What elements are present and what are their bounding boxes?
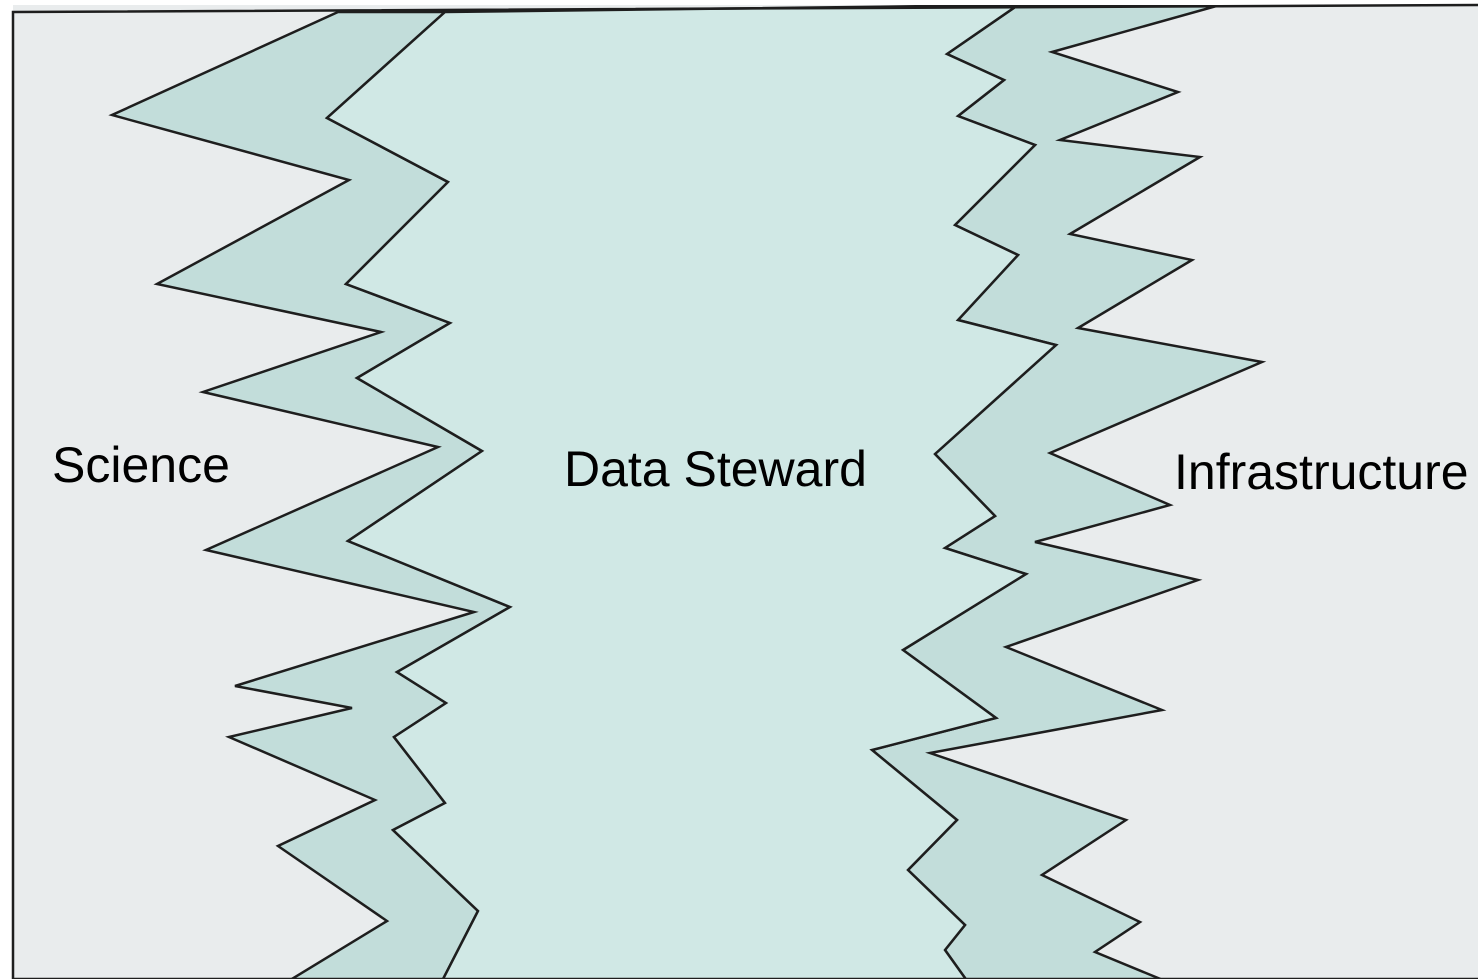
data-steward-label: Data Steward [564,441,867,497]
data-steward-region [324,5,1059,979]
diagram-frame [11,3,1478,979]
science-label: Science [52,437,230,493]
infrastructure-label: Infrastructure [1174,444,1469,500]
